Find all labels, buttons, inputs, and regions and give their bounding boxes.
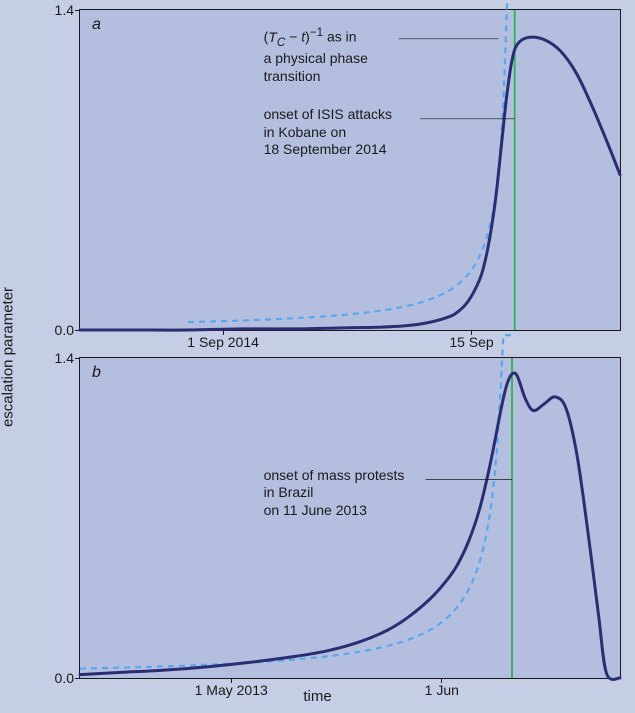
panel-b: b0.01.41 May 20131 Junonset of mass prot… [80,358,620,678]
y-tick-label: 0.0 [55,322,74,338]
y-tick-label: 1.4 [55,350,74,366]
x-tick-mark [471,330,472,335]
annotation-fit: (TC − t)−1 as ina physical phasetransiti… [264,26,368,85]
x-tick-label: 1 Sep 2014 [187,334,259,350]
x-tick-mark [441,678,442,683]
y-axis-label: escalation parameter [0,286,17,426]
x-tick-label: 1 Jun [425,682,459,698]
annotation-event: onset of mass protestsin Brazilon 11 Jun… [264,467,405,520]
figure-root: escalation parameter time a0.01.41 Sep 2… [0,0,635,713]
y-tick-label: 0.0 [55,670,74,686]
annotation-event: onset of ISIS attacksin Kobane on18 Sept… [264,106,392,159]
x-tick-mark [231,678,232,683]
x-tick-mark [223,330,224,335]
data-curve [80,373,620,680]
x-tick-label: 15 Sep [449,334,493,350]
x-tick-label: 1 May 2013 [195,682,268,698]
panel-a: a0.01.41 Sep 201415 Sep(TC − t)−1 as ina… [80,10,620,330]
x-axis-label: time [303,688,331,705]
y-tick-label: 1.4 [55,2,74,18]
